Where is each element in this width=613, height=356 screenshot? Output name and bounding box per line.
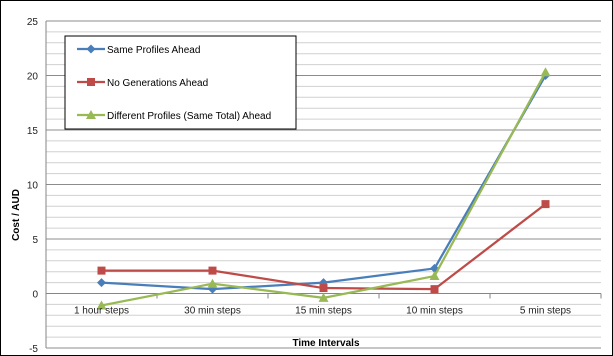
data-point: [318, 292, 329, 302]
legend-label: Different Profiles (Same Total) Ahead: [107, 111, 271, 122]
data-point: [207, 278, 218, 288]
y-tick-label: 20: [27, 72, 39, 83]
legend-label: No Generations Ahead: [107, 78, 208, 89]
data-point: [208, 266, 217, 275]
x-axis-title: Time Intervals: [292, 338, 360, 349]
x-tick-label: 10 min steps: [406, 306, 463, 317]
y-tick-label: 15: [27, 126, 39, 137]
legend-marker: [86, 110, 96, 119]
series-3: [96, 67, 551, 310]
legend: Same Profiles Ahead No Generations Ahead D…: [64, 35, 297, 130]
data-point: [319, 284, 328, 293]
data-point: [429, 271, 440, 281]
legend-marker: [86, 44, 96, 54]
y-tick-label: 5: [32, 235, 38, 246]
data-point: [97, 266, 106, 275]
data-point: [430, 285, 439, 294]
legend-item: Different Profiles (Same Total) Ahead: [77, 110, 271, 122]
data-point: [540, 67, 551, 77]
legend-marker: [87, 78, 95, 86]
x-tick-label: 30 min steps: [184, 306, 241, 317]
x-tick-label: 15 min steps: [295, 306, 352, 317]
legend-item: No Generations Ahead: [77, 78, 208, 89]
legend-item: Same Profiles Ahead: [77, 44, 200, 56]
y-tick-label: 25: [27, 17, 39, 28]
legend-label: Same Profiles Ahead: [107, 45, 200, 56]
x-tick-label: 5 min steps: [520, 306, 571, 317]
y-tick-label: 10: [27, 181, 39, 192]
data-point: [96, 300, 107, 310]
y-tick-label: 0: [32, 290, 38, 301]
data-point: [97, 278, 106, 288]
y-tick-label: -5: [29, 344, 38, 355]
y-axis-title: Cost / AUD: [11, 189, 22, 241]
x-tick-label: 1 hour steps: [74, 306, 129, 317]
data-point: [541, 200, 550, 209]
series-2: [97, 200, 550, 294]
